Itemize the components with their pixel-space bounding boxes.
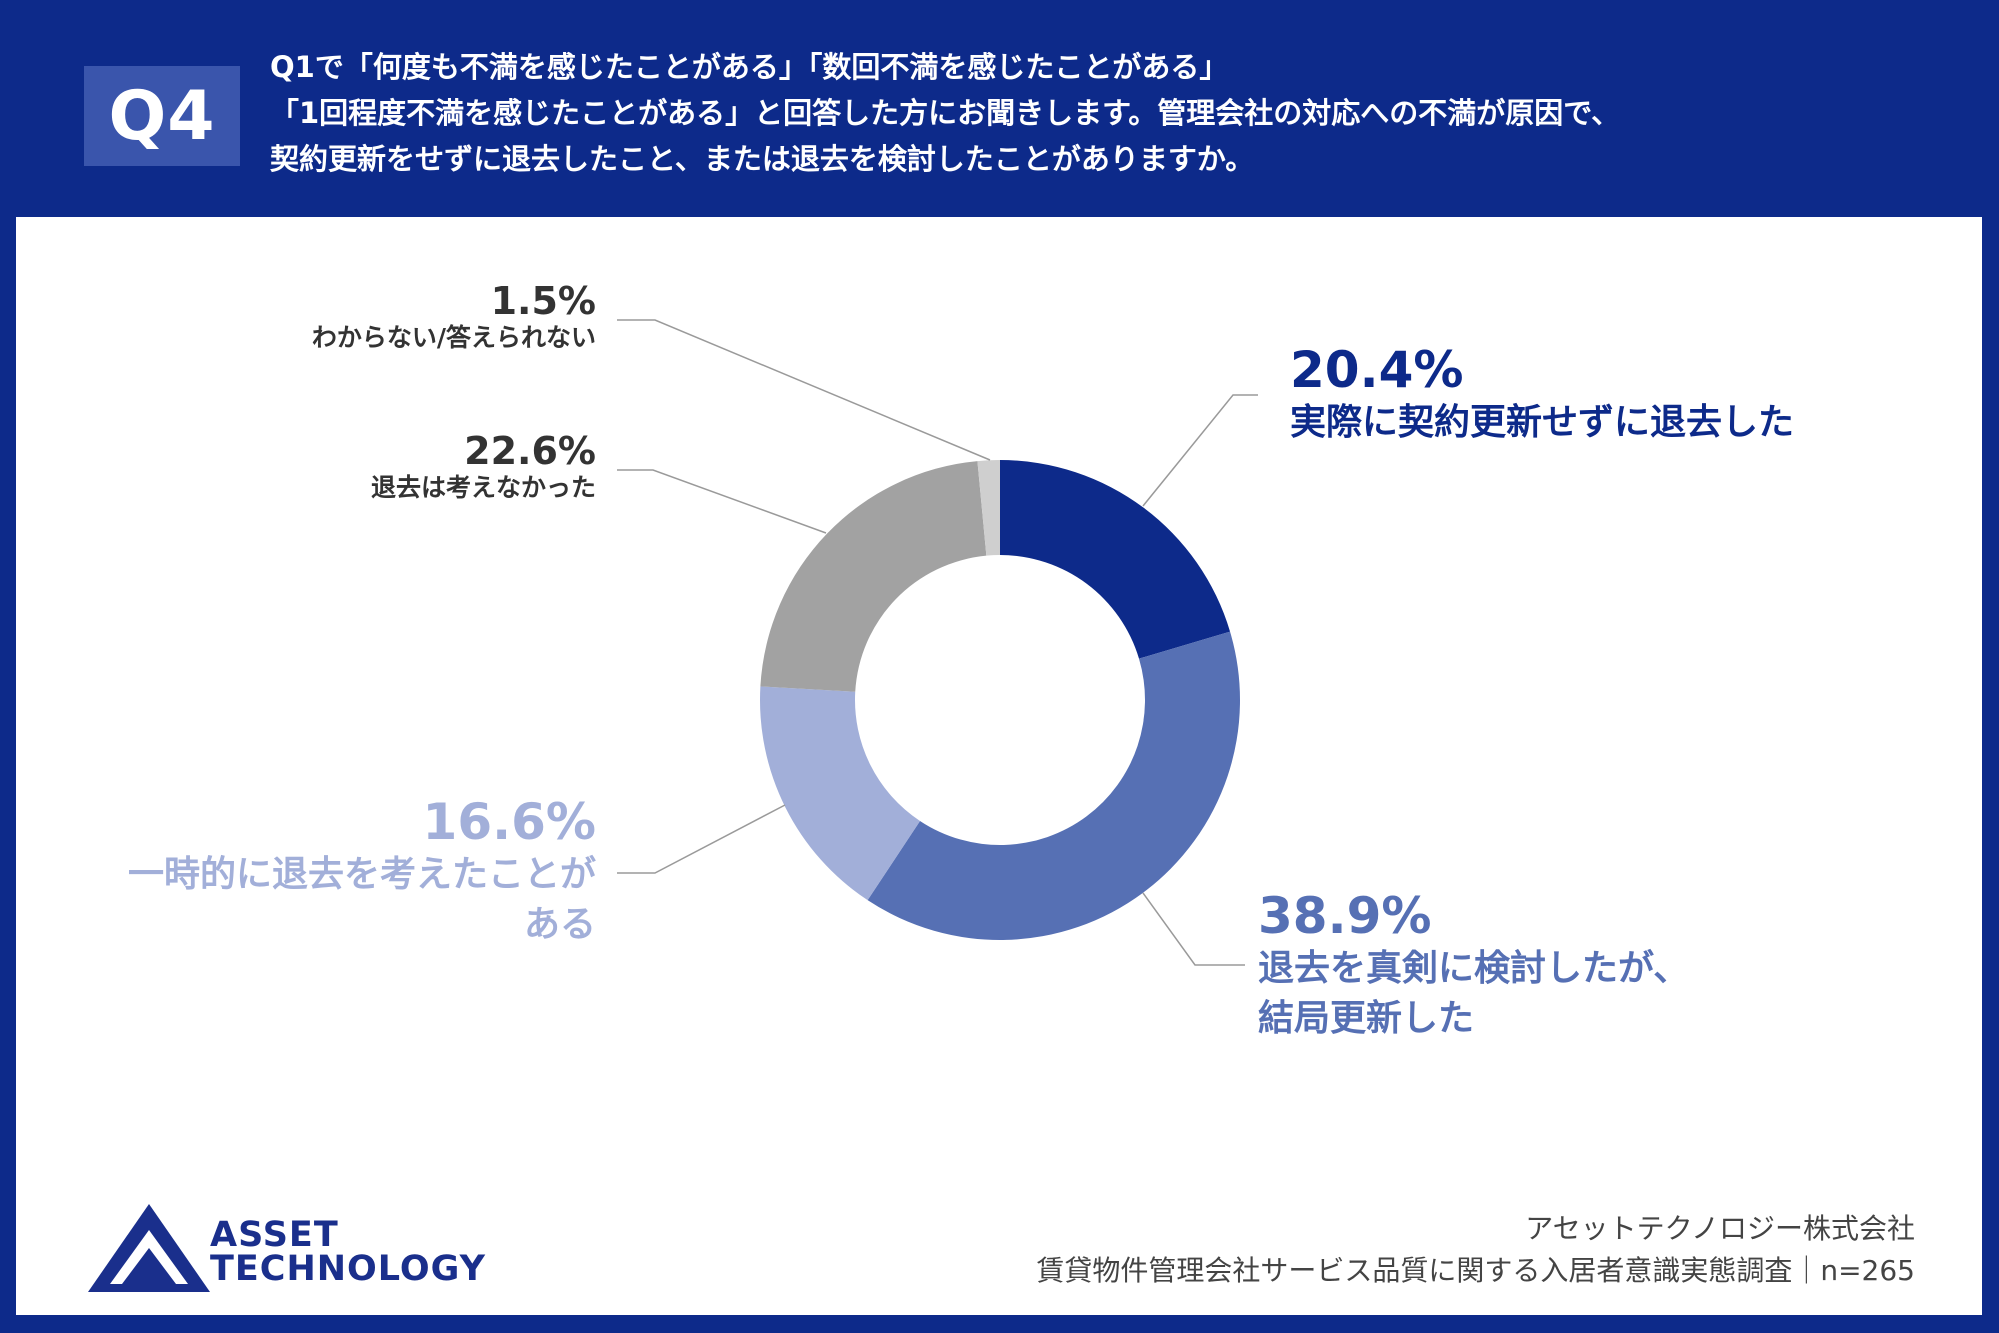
footer-credit: アセットテクノロジー株式会社 賃貸物件管理会社サービス品質に関する入居者意識実態…	[1036, 1208, 1915, 1292]
survey-name: 賃貸物件管理会社サービス品質に関する入居者意識実態調査｜n=265	[1036, 1254, 1915, 1287]
question-line: 契約更新をせずに退去したこと、または退去を検討したことがありますか。	[270, 142, 1255, 176]
label-s4-value: 22.6%	[464, 429, 596, 473]
label-s1: 20.4% 実際に契約更新せずに退去した	[1290, 342, 1794, 448]
label-s5-value: 1.5%	[490, 279, 596, 323]
leader-line-s1	[1142, 394, 1258, 507]
question-number-badge: Q4	[84, 66, 240, 166]
question-line: 「1回程度不満を感じたことがある」と回答した方にお聞きします。管理会社の対応への…	[270, 96, 1621, 130]
label-s5: 1.5% わからない/答えられない	[312, 280, 596, 354]
donut-slice-1	[1000, 460, 1231, 659]
label-s4-text: 退去は考えなかった	[370, 473, 596, 502]
donut-slice-3	[760, 686, 921, 901]
label-s3: 16.6% 一時的に退去を考えたことが ある	[128, 794, 596, 950]
question-line: Q1で「何度も不満を感じたことがある」「数回不満を感じたことがある」	[270, 50, 1229, 84]
logo-line: ASSET	[210, 1215, 339, 1255]
donut-slice-2	[867, 631, 1240, 941]
donut-slice-4	[760, 461, 987, 692]
asset-technology-logo-icon	[88, 1204, 210, 1292]
logo-wordmark: ASSET TECHNOLOGY	[210, 1215, 486, 1289]
label-s2-text: 退去を真剣に検討したが、	[1258, 948, 1690, 989]
header-bar: Q4 Q1で「何度も不満を感じたことがある」「数回不満を感じたことがある」 「1…	[0, 0, 1999, 215]
label-s3-text: ある	[523, 904, 596, 945]
leader-line-s2	[1142, 892, 1245, 966]
leader-line-s3	[617, 804, 786, 874]
label-s2-text: 結局更新した	[1258, 998, 1475, 1039]
leader-line-s4	[617, 469, 827, 534]
logo-line: TECHNOLOGY	[210, 1249, 486, 1289]
label-s2-value: 38.9%	[1258, 887, 1432, 945]
label-s5-text: わからない/答えられない	[311, 323, 596, 352]
label-s2: 38.9% 退去を真剣に検討したが、 結局更新した	[1258, 888, 1689, 1044]
label-s1-value: 20.4%	[1290, 341, 1464, 399]
company-name: アセットテクノロジー株式会社	[1525, 1212, 1915, 1245]
label-s3-text: 一時的に退去を考えたことが	[127, 854, 596, 895]
leader-line-s5	[617, 319, 991, 461]
label-s1-text: 実際に契約更新せずに退去した	[1290, 402, 1795, 443]
donut-slice-5	[977, 460, 1000, 556]
question-text: Q1で「何度も不満を感じたことがある」「数回不満を感じたことがある」 「1回程度…	[270, 44, 1970, 182]
label-s3-value: 16.6%	[422, 793, 596, 851]
label-s4: 22.6% 退去は考えなかった	[371, 430, 596, 504]
chart-panel	[16, 217, 1982, 1315]
